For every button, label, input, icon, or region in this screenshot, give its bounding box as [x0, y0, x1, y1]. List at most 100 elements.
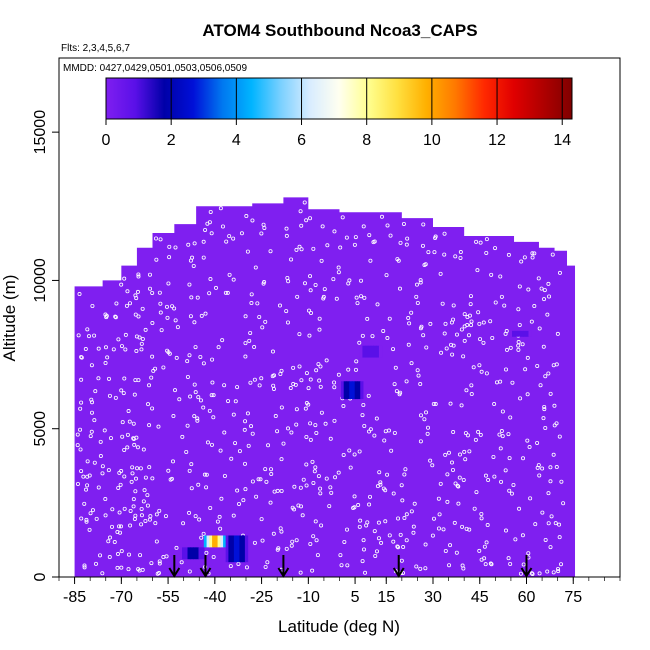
sample-dot: [297, 332, 302, 337]
sample-dot: [220, 338, 225, 343]
sample-dot: [357, 340, 362, 345]
sample-dot: [302, 200, 307, 205]
colorbar-tick-label: 10: [423, 132, 441, 149]
sample-dot: [383, 488, 388, 493]
sample-dot: [193, 390, 198, 395]
sample-dot: [318, 364, 323, 369]
sample-dot: [324, 476, 329, 481]
sample-dot: [466, 333, 471, 338]
sample-dot: [131, 436, 136, 441]
feature-strip: [193, 547, 197, 560]
sample-dot: [361, 538, 366, 543]
sample-dot: [405, 236, 410, 241]
feature-strip: [187, 547, 191, 560]
sample-dot: [543, 537, 548, 542]
sample-dot: [463, 457, 468, 462]
sample-dot: [546, 371, 551, 376]
sample-dot: [124, 303, 129, 308]
sample-dot: [361, 547, 366, 552]
sample-dot: [311, 246, 316, 251]
sample-dot: [115, 565, 120, 570]
sample-dot: [340, 215, 345, 220]
sample-dot: [452, 520, 457, 525]
sample-dot: [493, 300, 498, 305]
sample-dot: [93, 389, 98, 394]
sample-dot: [100, 571, 105, 576]
sample-dot: [116, 485, 121, 490]
sample-dot: [493, 246, 498, 251]
sample-dot: [220, 224, 225, 229]
sample-dot: [313, 423, 318, 428]
sample-dot: [260, 325, 265, 330]
sample-dot: [385, 472, 390, 477]
sample-dot: [284, 233, 289, 238]
sample-dot: [448, 543, 453, 548]
sample-dot: [138, 553, 143, 558]
sample-dot: [336, 265, 341, 270]
sample-dot: [122, 376, 127, 381]
sample-dot: [92, 333, 97, 338]
sample-dot: [295, 294, 300, 299]
sample-dot: [222, 430, 227, 435]
sample-dot: [525, 355, 530, 360]
sample-dot: [117, 524, 122, 529]
sample-dot: [196, 482, 201, 487]
sample-dot: [132, 392, 137, 397]
sample-dot: [348, 465, 353, 470]
sample-dot: [368, 494, 373, 499]
sample-dot: [537, 473, 542, 478]
sample-dot: [103, 513, 108, 518]
sample-dot: [537, 571, 542, 576]
sample-dot: [530, 251, 535, 256]
sample-dot: [424, 345, 429, 350]
sample-dot: [185, 374, 190, 379]
colorbar-tick-label: 8: [362, 132, 371, 149]
sample-dot: [130, 471, 135, 476]
x-axis-label: Latitude (deg N): [278, 617, 400, 636]
sample-dot: [543, 374, 548, 379]
sample-dot: [469, 323, 474, 328]
sample-dots: [75, 200, 566, 576]
sample-dot: [338, 245, 343, 250]
sample-dot: [284, 546, 289, 551]
sample-dot: [112, 540, 117, 545]
sample-dot: [128, 301, 133, 306]
sample-dot: [108, 535, 113, 540]
sample-dot: [256, 477, 261, 482]
sample-dot: [423, 262, 428, 267]
sample-dot: [535, 363, 540, 368]
sample-dot: [117, 470, 122, 475]
sample-dot: [314, 430, 319, 435]
sample-dot: [538, 383, 543, 388]
feature-strip: [206, 535, 210, 548]
sample-dot: [332, 418, 337, 423]
sample-dot: [207, 408, 212, 413]
sample-dot: [535, 465, 540, 470]
sample-dot: [243, 354, 248, 359]
sample-dot: [362, 424, 367, 429]
sample-dot: [130, 465, 135, 470]
sample-dot: [133, 312, 138, 317]
sample-dot: [425, 425, 430, 430]
sample-dot: [248, 380, 253, 385]
sample-dot: [209, 231, 214, 236]
sample-dot: [75, 481, 80, 486]
sample-dot: [479, 511, 484, 516]
sample-dot: [488, 561, 493, 566]
sample-dot: [158, 301, 163, 306]
sample-dot: [520, 342, 525, 347]
sample-dot: [428, 321, 433, 326]
sample-dot: [409, 310, 414, 315]
sample-dot: [311, 480, 316, 485]
sample-dot: [119, 388, 124, 393]
sample-dot: [296, 503, 301, 508]
sample-dot: [135, 445, 140, 450]
sample-dot: [149, 375, 154, 380]
sample-dot: [498, 379, 503, 384]
sample-dot: [103, 497, 108, 502]
sample-dot: [102, 428, 107, 433]
sample-dot: [119, 282, 124, 287]
sample-dot: [533, 522, 538, 527]
sample-dot: [392, 382, 397, 387]
